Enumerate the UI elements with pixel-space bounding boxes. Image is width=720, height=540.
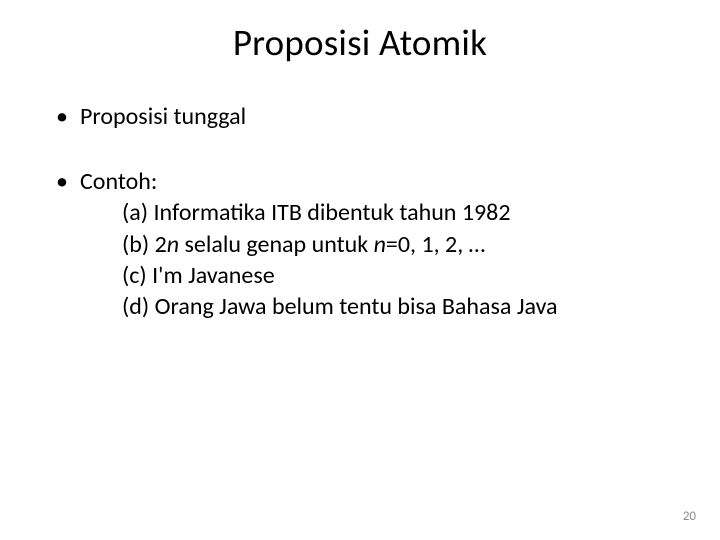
example-b-n1: n [167, 230, 179, 259]
example-b-pre: (b) 2 [122, 230, 167, 259]
example-b: (b) 2n selalu genap untuk n=0, 1, 2, … [122, 229, 670, 260]
example-b-n2: n [374, 230, 386, 259]
bullet-text-1: Proposisi tunggal [80, 102, 246, 131]
bullet-text-2: Contoh: [80, 167, 157, 196]
example-c: (c) I'm Javanese [122, 260, 670, 291]
slide-title: Proposisi Atomik [50, 20, 670, 65]
bullet-item-2: Contoh: (a) Informatika ITB dibentuk tah… [56, 166, 670, 322]
slide-container: Proposisi Atomik Proposisi tunggal Conto… [0, 0, 720, 540]
bullet-list: Proposisi tunggal Contoh: (a) Informatik… [50, 101, 670, 322]
example-b-post: =0, 1, 2, … [386, 230, 485, 259]
example-b-mid: selalu genap untuk [179, 230, 373, 259]
example-lines: (a) Informatika ITB dibentuk tahun 1982 … [80, 197, 670, 322]
example-a: (a) Informatika ITB dibentuk tahun 1982 [122, 197, 670, 228]
page-number: 20 [683, 509, 696, 524]
example-d: (d) Orang Jawa belum tentu bisa Bahasa J… [122, 291, 670, 322]
bullet-item-1: Proposisi tunggal [56, 101, 670, 132]
